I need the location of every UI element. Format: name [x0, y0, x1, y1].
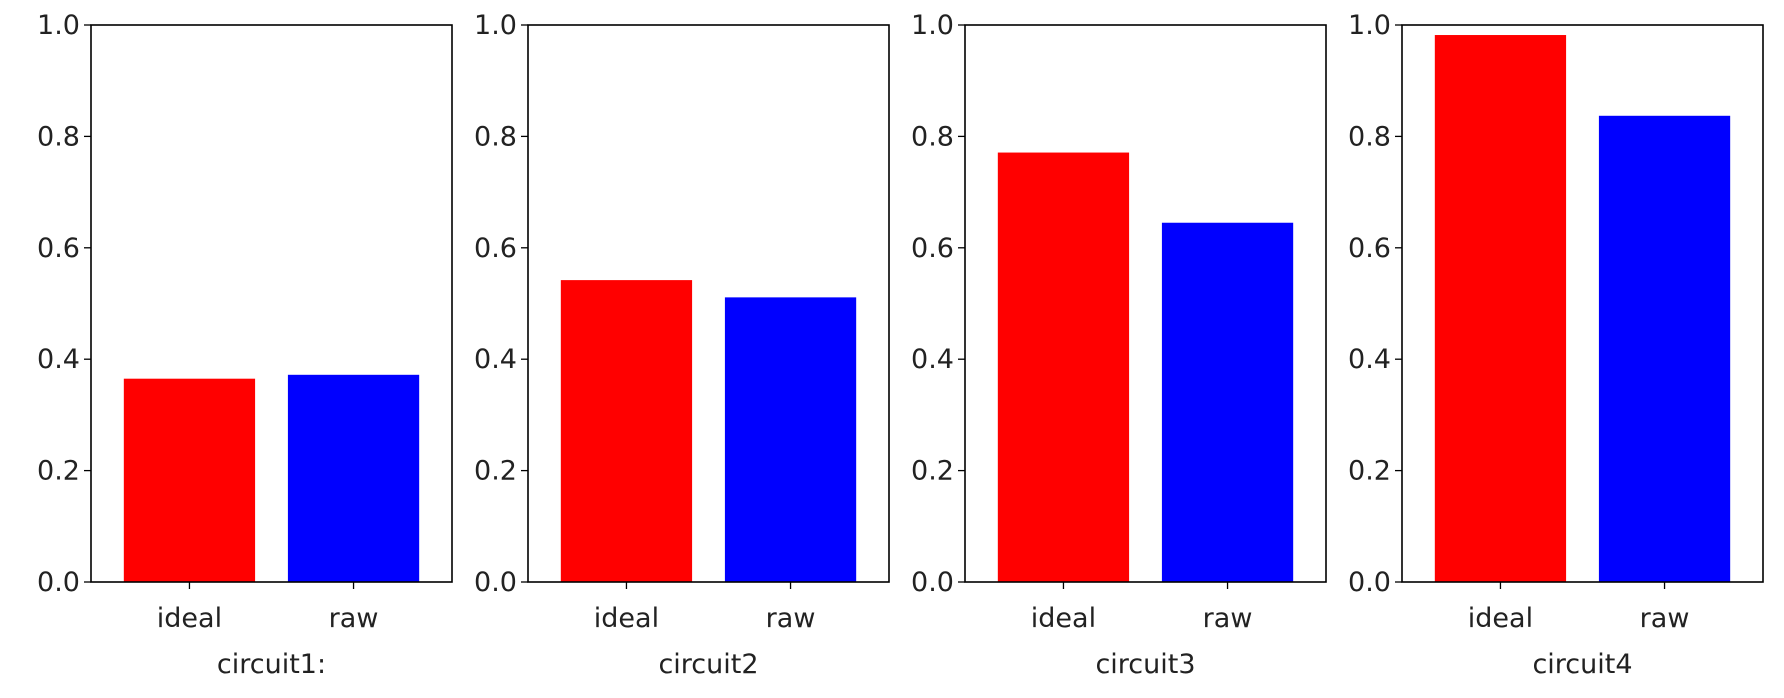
axes-frame [90, 24, 453, 583]
x-tick-label-ideal: ideal [1031, 603, 1096, 634]
x-tick-label-raw: raw [329, 603, 379, 634]
y-tick-label: 0.4 [1348, 344, 1391, 375]
bar-ideal [123, 378, 256, 582]
x-tick-label-ideal: ideal [1468, 603, 1533, 634]
subplot-1: ideal raw 0.0 0.2 0.4 0.6 0.8 1.0 circuit1: [37, 10, 453, 680]
y-tick-label: 0.0 [37, 567, 80, 598]
subplot-3: ideal raw 0.0 0.2 0.4 0.6 0.8 1.0 circuit3 [911, 10, 1327, 680]
subplot-2: ideal raw 0.0 0.2 0.4 0.6 0.8 1.0 circuit2 [474, 10, 890, 680]
y-tick-label: 0.8 [1348, 121, 1391, 152]
y-tick-label: 0.6 [1348, 233, 1391, 264]
x-axis-title: circuit1: [217, 649, 326, 680]
bar-raw [724, 297, 857, 582]
y-tick-label: 0.8 [474, 121, 517, 152]
y-tick-label: 0.0 [1348, 567, 1391, 598]
y-tick-label: 1.0 [1348, 10, 1391, 41]
y-tick-label: 0.6 [474, 233, 517, 264]
y-tick-label: 1.0 [37, 10, 80, 41]
axes-frame [527, 24, 890, 583]
y-tick-label: 0.8 [911, 121, 954, 152]
y-tick-label: 0.8 [37, 121, 80, 152]
bar-raw [287, 374, 420, 582]
y-tick-label: 0.4 [37, 344, 80, 375]
y-tick-label: 0.4 [474, 344, 517, 375]
bar-raw [1598, 115, 1731, 582]
y-tick-label: 0.0 [911, 567, 954, 598]
x-axis-title: circuit4 [1532, 649, 1632, 680]
y-tick-label: 0.2 [37, 456, 80, 487]
y-tick-label: 1.0 [911, 10, 954, 41]
y-tick-label: 0.6 [37, 233, 80, 264]
axes-frame [964, 24, 1327, 583]
y-tick-label: 0.4 [911, 344, 954, 375]
y-tick-label: 1.0 [474, 10, 517, 41]
x-axis-title: circuit2 [658, 649, 758, 680]
x-tick-label-raw: raw [1640, 603, 1690, 634]
subplot-4: ideal raw 0.0 0.2 0.4 0.6 0.8 1.0 circuit4 [1348, 10, 1764, 680]
y-tick-label: 0.2 [474, 456, 517, 487]
bar-ideal [560, 280, 693, 582]
y-tick-label: 0.2 [911, 456, 954, 487]
y-tick-label: 0.0 [474, 567, 517, 598]
y-tick-label: 0.2 [1348, 456, 1391, 487]
y-tick-label: 0.6 [911, 233, 954, 264]
bar-raw [1161, 222, 1294, 583]
x-tick-label-raw: raw [1203, 603, 1253, 634]
x-tick-label-ideal: ideal [594, 603, 659, 634]
x-tick-label-raw: raw [766, 603, 816, 634]
axes-frame [1401, 24, 1764, 583]
bar-ideal [997, 152, 1130, 583]
x-axis-title: circuit3 [1095, 649, 1195, 680]
x-tick-label-ideal: ideal [157, 603, 222, 634]
bar-ideal [1434, 35, 1567, 582]
